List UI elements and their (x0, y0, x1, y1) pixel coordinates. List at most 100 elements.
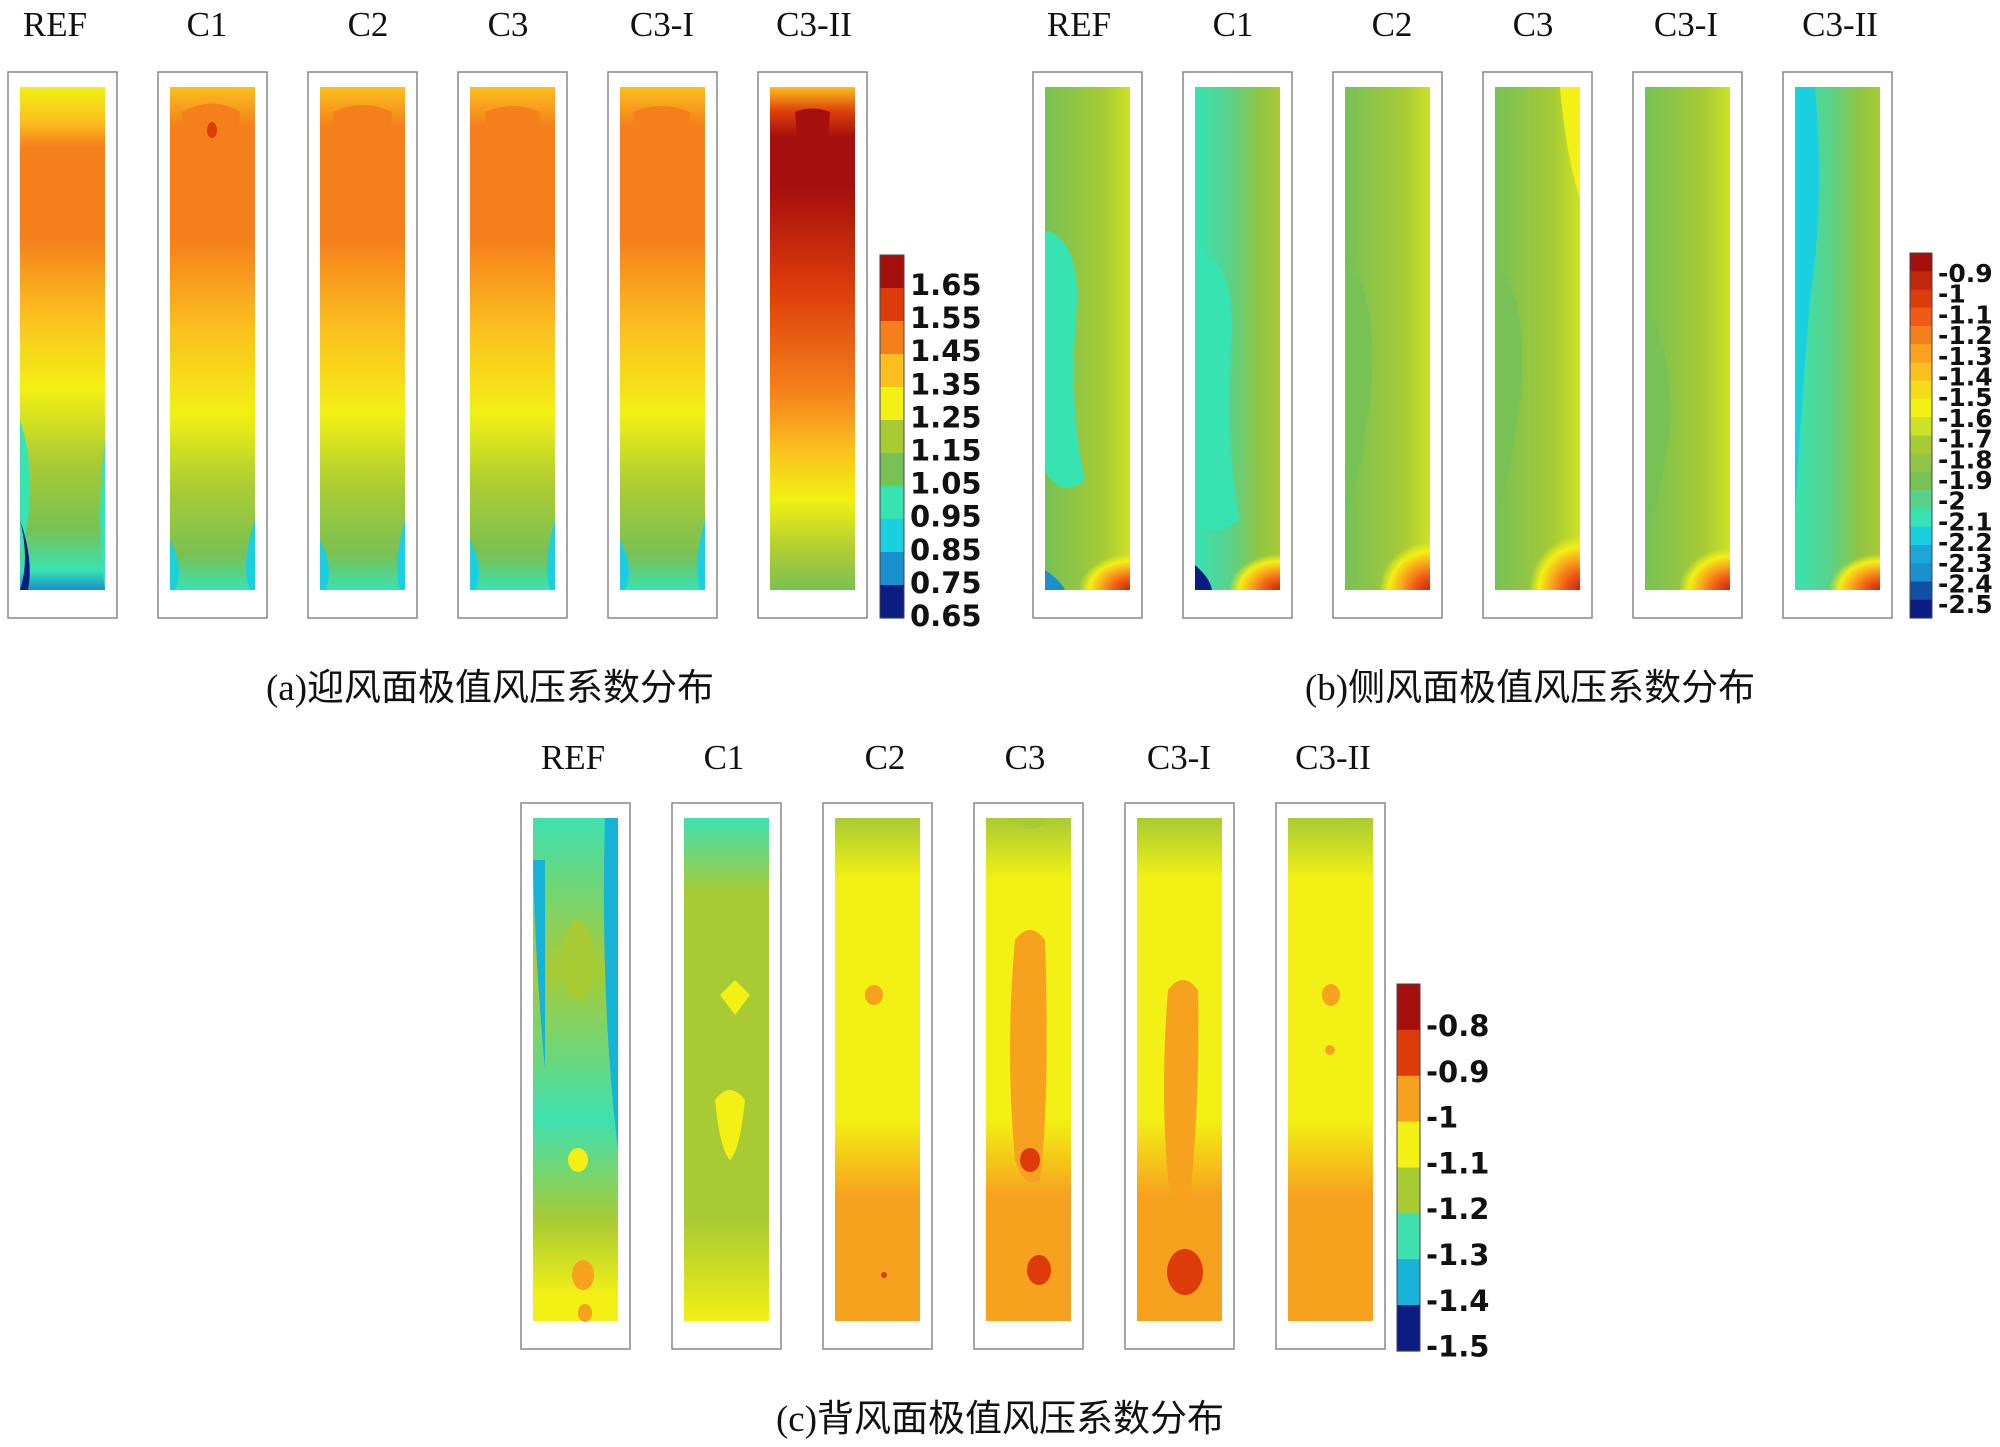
panel-b-label-c2: C2 (1372, 5, 1413, 44)
panel-a-map-c3 (457, 71, 568, 619)
colorbar-tick-label: -1.9 (1938, 466, 1993, 495)
colorbar-swatch (1910, 526, 1932, 546)
colorbar-swatch (1397, 1121, 1420, 1169)
colorbar-tick-label: 1.65 (910, 268, 982, 302)
colorbar-tick-label: 1.15 (910, 434, 982, 468)
colorbar-swatch (1397, 1075, 1420, 1123)
colorbar-tick-label: -2.5 (1938, 590, 1993, 619)
colorbar-swatch (1910, 490, 1932, 510)
panel-b-label-c3-i: C3-I (1654, 5, 1718, 44)
colorbar-tick-label: -2.1 (1938, 507, 1993, 536)
colorbar-frame (879, 254, 905, 619)
panel-a-colorbar: 1.651.551.451.351.251.151.050.950.850.75… (879, 254, 982, 633)
colorbar-tick-label: 1.05 (910, 467, 982, 501)
colorbar-tick-label: -0.9 (1938, 259, 1993, 288)
panel-c-caption: (c)背风面极值风压系数分布 (776, 1398, 1224, 1440)
panel-a-map-ref (7, 71, 118, 619)
colorbar-swatch (1910, 344, 1932, 364)
colorbar-swatch (1397, 984, 1420, 1031)
colorbar-swatch (880, 321, 904, 355)
colorbar-tick-label: -1.6 (1938, 404, 1993, 433)
colorbar-swatch (880, 585, 904, 619)
panel-c-label-c1: C1 (704, 738, 745, 777)
panel-c-label-c3-i: C3-I (1147, 738, 1211, 777)
colorbar-swatch (1910, 289, 1932, 309)
panel-a-map-c3-i (607, 71, 718, 619)
panel-a-label-c3: C3 (488, 5, 529, 44)
colorbar-swatch (1910, 380, 1932, 400)
colorbar-tick-label: 1.45 (910, 334, 982, 368)
colorbar-swatch (880, 453, 904, 487)
colorbar-swatch (880, 354, 904, 388)
colorbar-tick-label: -0.9 (1426, 1055, 1489, 1089)
panel-a-label-ref: REF (23, 5, 87, 44)
panel-c-map-c3-i (1124, 802, 1235, 1350)
panel-a-label-c3-i: C3-I (630, 5, 694, 44)
colorbar-swatch (880, 519, 904, 553)
colorbar-swatch (1910, 307, 1932, 327)
colorbar-swatch (880, 387, 904, 421)
colorbar-swatch (880, 288, 904, 322)
colorbar-tick-label: -2 (1938, 487, 1966, 516)
colorbar-swatch (1397, 1305, 1420, 1352)
panel-a-map-c2 (307, 71, 418, 619)
colorbar-swatch (1910, 253, 1932, 272)
colorbar-tick-label: -2.4 (1938, 570, 1993, 599)
panel-c-map-c1 (671, 802, 782, 1350)
panel-c-map-c3 (973, 802, 1084, 1350)
colorbar-swatch (1910, 472, 1932, 491)
panel-a-label-c2: C2 (348, 5, 389, 44)
colorbar-tick-label: -1.1 (1426, 1146, 1489, 1180)
colorbar-frame (1909, 252, 1933, 619)
panel-b-map-c3 (1482, 71, 1593, 619)
colorbar-tick-label: -1.7 (1938, 425, 1993, 454)
panel-b-caption: (b)侧风面极值风压系数分布 (1305, 667, 1755, 709)
colorbar-tick-label: -1 (1938, 280, 1966, 309)
panel-a-caption: (a)迎风面极值风压系数分布 (266, 667, 714, 709)
panel-b-map-ref (1032, 71, 1143, 619)
colorbar-tick-label: -1.5 (1938, 383, 1993, 412)
panel-c-label-ref: REF (541, 738, 605, 777)
colorbar-tick-label: -1.4 (1426, 1284, 1489, 1318)
panel-c-colorbar: -0.8 -0.9 -1 -1.1 -1.2 -1.3 -1.4 -1.5 (1396, 983, 1489, 1364)
colorbar-swatch (1910, 399, 1932, 418)
panel-a: REF C1 C2 C3 C3-I C3-II (7, 5, 982, 709)
colorbar-tick-label: -1.4 (1938, 363, 1993, 392)
colorbar-swatch (1397, 1259, 1420, 1306)
colorbar-swatch (1910, 581, 1932, 601)
colorbar-swatch (1910, 417, 1932, 437)
colorbar-swatch (1910, 326, 1932, 345)
colorbar-tick-label: -1 (1426, 1101, 1458, 1135)
colorbar-tick-label: -1.2 (1426, 1192, 1489, 1226)
panel-c-label-c3: C3 (1005, 738, 1046, 777)
colorbar-swatch (880, 255, 904, 289)
colorbar-tick-label: -1.1 (1938, 300, 1993, 329)
colorbar-swatch (1910, 453, 1932, 473)
colorbar-swatch (1910, 362, 1932, 382)
colorbar-tick-label: 0.75 (910, 566, 982, 600)
panel-b-map-c2 (1332, 71, 1443, 619)
panel-c: REF C1 C2 C3 C3-I C3-II (520, 738, 1489, 1440)
panel-b-label-c3: C3 (1513, 5, 1554, 44)
colorbar-swatch (1910, 435, 1932, 455)
colorbar-swatch (880, 420, 904, 454)
colorbar-swatch (1910, 563, 1932, 583)
panel-c-label-c3-ii: C3-II (1295, 738, 1371, 777)
colorbar-swatch (1910, 545, 1932, 564)
colorbar-tick-label: 1.55 (910, 301, 982, 335)
colorbar-tick-label: -1.2 (1938, 321, 1993, 350)
colorbar-swatch (1397, 1167, 1420, 1214)
panel-a-map-c1 (157, 71, 268, 619)
panel-b-label-ref: REF (1047, 5, 1111, 44)
panel-a-label-c1: C1 (187, 5, 228, 44)
colorbar-frame (1396, 983, 1421, 1352)
colorbar-tick-label: 0.95 (910, 500, 982, 534)
colorbar-tick-label: -2.2 (1938, 528, 1993, 557)
colorbar-tick-label: 0.85 (910, 533, 982, 567)
panel-b-label-c3-ii: C3-II (1802, 5, 1878, 44)
colorbar-swatch (1397, 1213, 1420, 1260)
panel-b-label-c1: C1 (1213, 5, 1254, 44)
panel-a-map-c3-ii (757, 71, 868, 619)
panel-a-label-c3-ii: C3-II (776, 5, 852, 44)
panel-c-map-c3-ii (1275, 802, 1386, 1350)
